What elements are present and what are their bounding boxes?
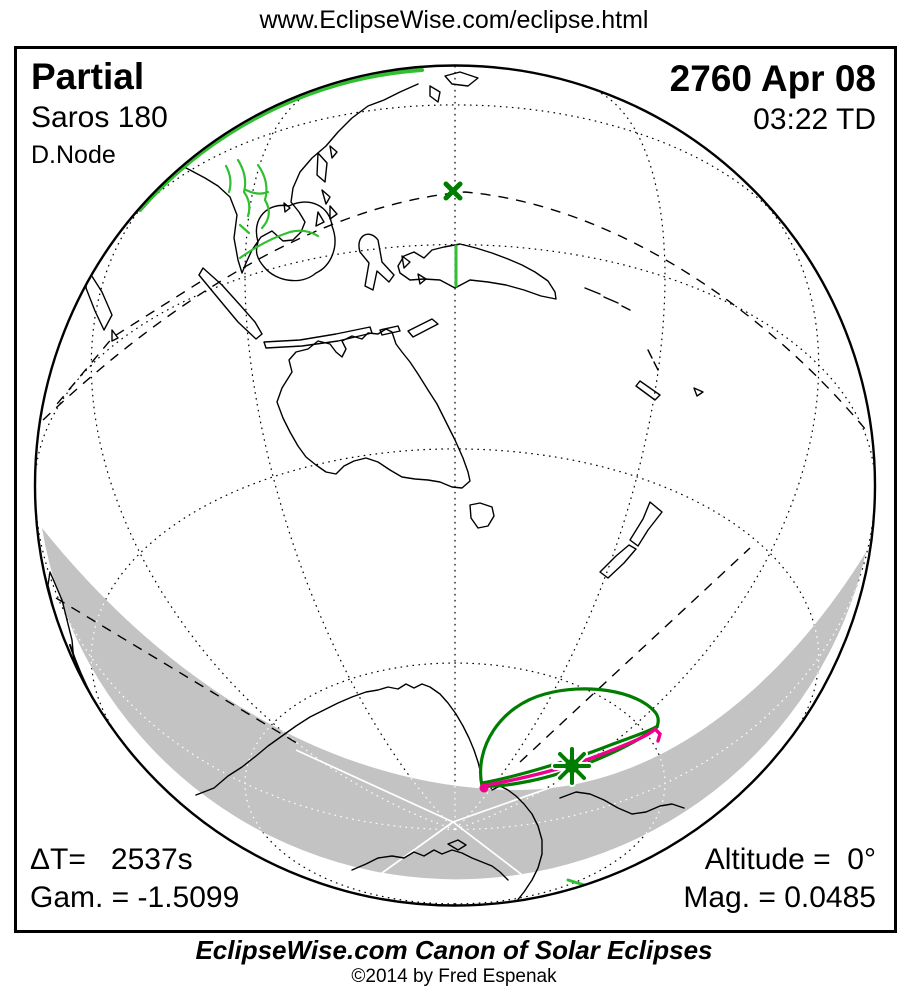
saros-label: Saros 180 xyxy=(31,101,168,134)
night-shade xyxy=(42,528,866,880)
subsolar-x-icon xyxy=(443,181,463,201)
page-url-text: www.EclipseWise.com/eclipse.html xyxy=(259,6,649,34)
copyright-line: ©2014 by Fred Espenak xyxy=(351,966,557,987)
sunrise-sunset-curve xyxy=(480,725,658,785)
altitude-value: Altitude = 0° xyxy=(704,843,876,876)
eclipse-time: 03:22 TD xyxy=(753,103,876,136)
coastlines xyxy=(47,71,704,903)
max-eclipse-endpoint xyxy=(479,783,489,793)
dashed-reference-curves xyxy=(42,191,867,763)
eclipse-globe-map xyxy=(33,64,877,907)
eclipse-date: 2760 Apr 08 xyxy=(669,58,876,99)
eclipse-visibility-curves xyxy=(479,687,662,793)
gamma-value: Gam. = -1.5099 xyxy=(30,881,240,914)
eclipse-type-label: Partial xyxy=(31,56,145,97)
political-borders xyxy=(138,68,608,888)
greatest-eclipse-asterisk-icon xyxy=(551,745,593,787)
magnitude-value: Mag. = 0.0485 xyxy=(683,881,876,914)
globe-limb xyxy=(33,64,877,907)
penumbra-limit-loop xyxy=(479,687,660,788)
canon-title: EclipseWise.com Canon of Solar Eclipses xyxy=(195,935,713,965)
node-label: D.Node xyxy=(31,141,116,169)
delta-t-value: ΔT= 2537s xyxy=(30,843,193,876)
max-eclipse-curve xyxy=(481,726,662,788)
